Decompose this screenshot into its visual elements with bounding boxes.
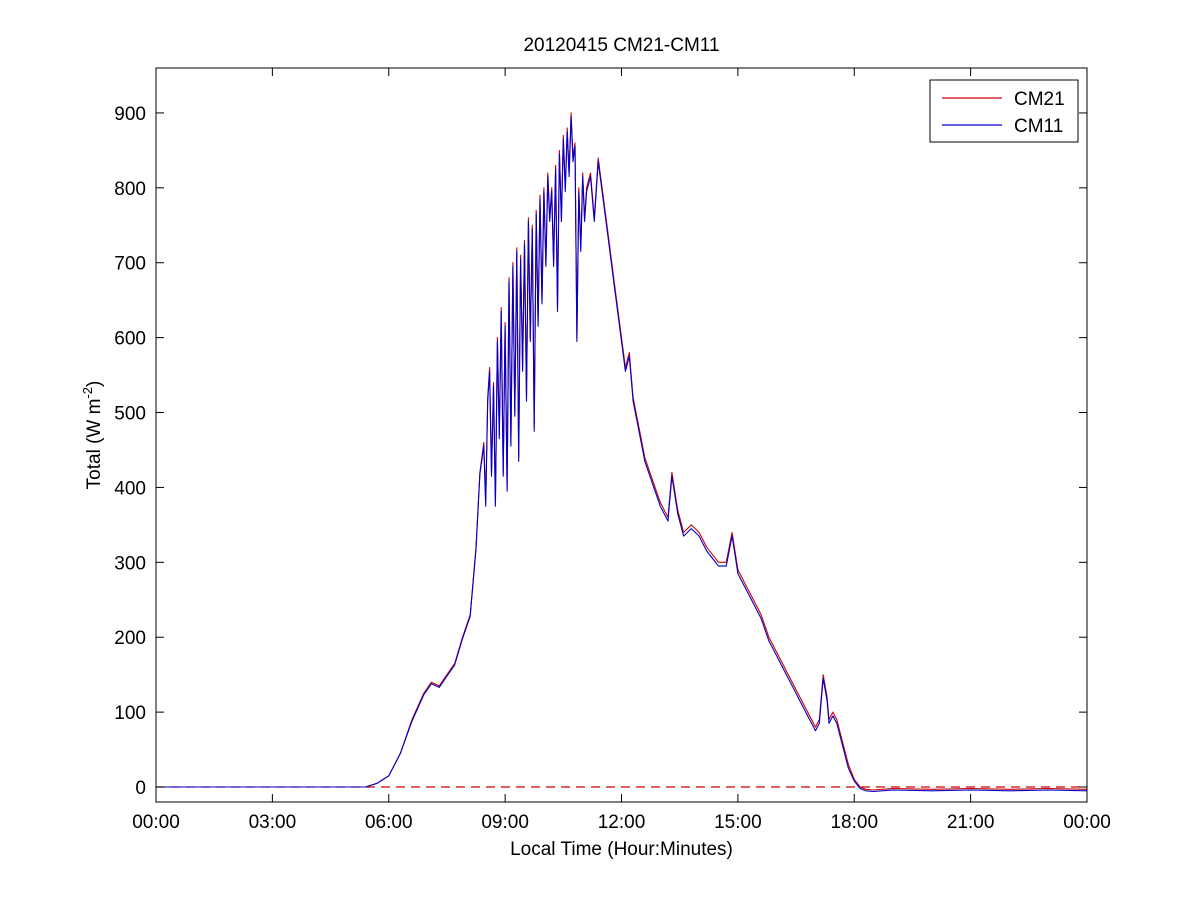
chart-title: 20120415 CM21-CM11	[523, 35, 719, 56]
y-tick-label: 400	[114, 478, 146, 499]
x-tick-label: 06:00	[365, 812, 413, 833]
series-line-cm11	[156, 116, 1088, 793]
y-tick-label: 700	[114, 254, 146, 275]
x-tick-label: 00:00	[132, 812, 180, 833]
y-tick-label: 300	[114, 553, 146, 574]
y-tick-label: 0	[135, 778, 146, 799]
legend-label-cm21: CM21	[1014, 89, 1065, 110]
plot-area	[156, 68, 1087, 802]
x-tick-label: 09:00	[481, 812, 529, 833]
x-tick-label: 21:00	[947, 812, 995, 833]
y-tick-label: 900	[114, 104, 146, 125]
y-axis-label-suffix: )	[84, 381, 105, 387]
y-axis-label-superscript: -2	[80, 387, 95, 399]
y-tick-label: 100	[114, 703, 146, 724]
y-tick-label: 600	[114, 329, 146, 350]
x-tick-label: 15:00	[714, 812, 762, 833]
y-tick-label: 200	[114, 628, 146, 649]
x-tick-label: 12:00	[598, 812, 646, 833]
legend-label-cm11: CM11	[1014, 116, 1063, 137]
y-tick-label: 800	[114, 179, 146, 200]
y-axis-label: Total (W m-2)	[80, 381, 105, 490]
legend-items: CM21 CM11	[942, 89, 1065, 137]
y-axis: 0 100 200 300 400 500 600 700 800 900	[114, 104, 1087, 799]
legend-box	[929, 79, 1079, 143]
legend: CM21 CM11	[929, 79, 1079, 143]
x-tick-label: 18:00	[830, 812, 878, 833]
x-axis-label: Local Time (Hour:Minutes)	[510, 839, 733, 860]
series-layer	[156, 112, 1088, 793]
y-axis-label-prefix: Total (W m	[84, 399, 105, 490]
y-tick-label: 500	[114, 404, 146, 425]
x-tick-label: 00:00	[1063, 812, 1111, 833]
x-axis: 00:00 03:00 06:00 09:00 12:00 15:00 18:00 21:00…	[132, 68, 1111, 833]
x-tick-label: 03:00	[249, 812, 297, 833]
